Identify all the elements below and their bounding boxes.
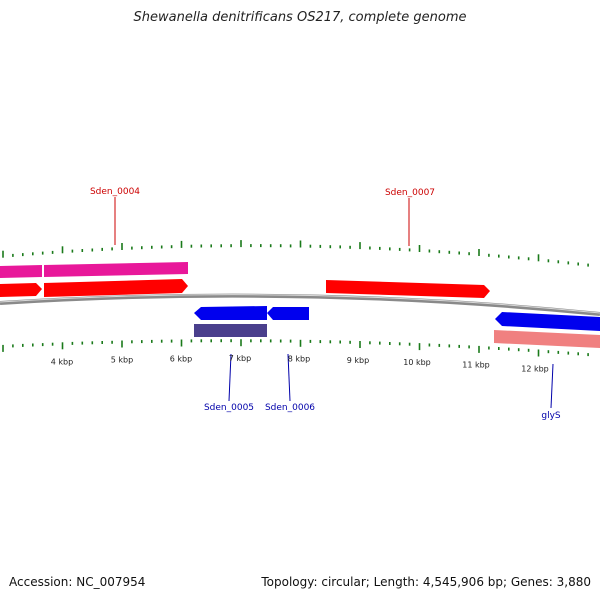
- leader-line-sden0006: [287, 353, 291, 402]
- feature-forward-pink-sden0004[interactable]: [44, 262, 188, 277]
- map-title: Shewanella denitrificans OS217, complete…: [133, 10, 467, 25]
- scale-label: 10 kbp: [403, 358, 431, 367]
- gene-sden0007[interactable]: [326, 280, 490, 298]
- gene-sden0006[interactable]: [267, 307, 309, 320]
- genome-backbone: [0, 293, 600, 316]
- gene-sden0004[interactable]: [44, 279, 188, 297]
- feature-forward-pink-left[interactable]: [0, 265, 42, 278]
- scale-label: 5 kbp: [111, 356, 133, 365]
- gene-label-sden0004: Sden_0004: [90, 187, 140, 197]
- scale-label: 8 kbp: [288, 355, 310, 364]
- leader-line-sden0005: [228, 353, 232, 402]
- scale-label: 6 kbp: [170, 355, 192, 364]
- gene-label-sden0006: Sden_0006: [265, 403, 315, 413]
- leader-line-glys: [550, 363, 554, 409]
- scale-label: 11 kbp: [462, 361, 490, 370]
- scale-label: 7 kbp: [229, 354, 251, 363]
- gene-label-sden0005: Sden_0005: [204, 403, 254, 413]
- feature-reverse-sden0005[interactable]: [194, 324, 267, 337]
- gene-sden0005[interactable]: [194, 306, 267, 320]
- gene-forward-left[interactable]: [0, 283, 42, 297]
- tick-row-bottom: [2, 339, 589, 357]
- scale-label: 4 kbp: [51, 357, 73, 366]
- genome-summary-text: Topology: circular; Length: 4,545,906 bp…: [261, 575, 591, 589]
- accession-text: Accession: NC_007954: [9, 575, 146, 589]
- scale-label: 12 kbp: [521, 364, 549, 373]
- gene-glys[interactable]: [495, 312, 600, 331]
- tick-row-top: [2, 240, 589, 267]
- scale-labels: 4 kbp 5 kbp 6 kbp 7 kbp 8 kbp 9 kbp 10 kbp 11 k…: [51, 354, 549, 373]
- genome-backbone-highlight: [0, 294, 600, 314]
- gene-label-glys: glyS: [541, 411, 561, 421]
- feature-reverse-rna-glys[interactable]: [494, 330, 600, 348]
- gene-label-sden0007: Sden_0007: [385, 188, 435, 198]
- scale-label: 9 kbp: [347, 356, 369, 365]
